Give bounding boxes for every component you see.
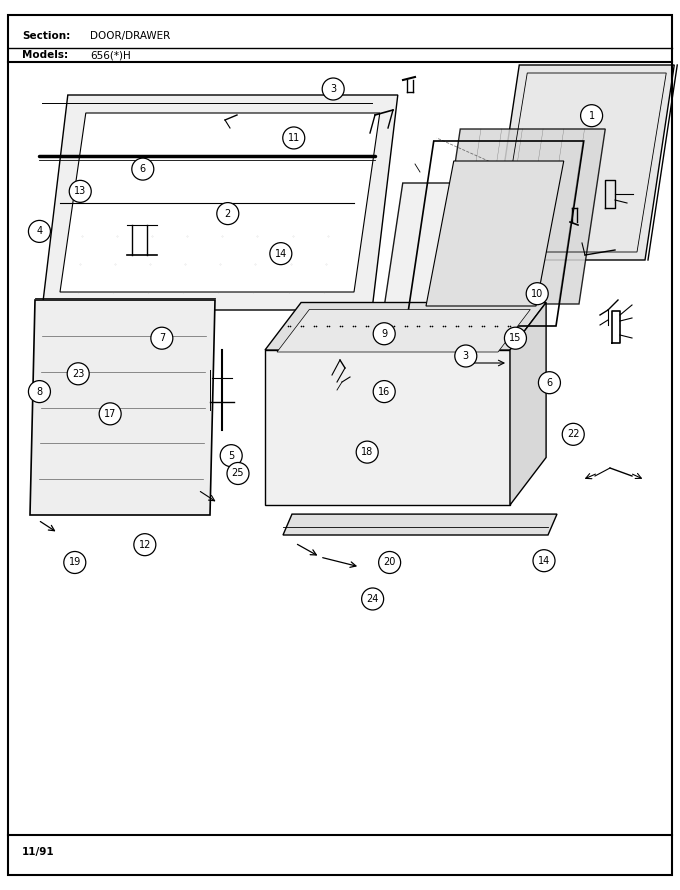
Text: 3: 3 (330, 84, 337, 94)
Circle shape (379, 552, 401, 573)
Text: 22: 22 (567, 429, 579, 440)
Polygon shape (426, 161, 564, 306)
Circle shape (581, 105, 602, 126)
Circle shape (217, 203, 239, 224)
Text: 13: 13 (74, 186, 86, 197)
Polygon shape (490, 65, 675, 260)
Text: Models:: Models: (22, 50, 68, 60)
Text: 656(*)H: 656(*)H (90, 50, 131, 60)
Text: 4: 4 (36, 226, 43, 237)
Circle shape (362, 588, 384, 610)
Text: 14: 14 (275, 248, 287, 259)
Circle shape (533, 550, 555, 571)
Text: 18: 18 (361, 447, 373, 457)
Circle shape (99, 403, 121, 425)
Text: 1: 1 (588, 110, 595, 121)
Text: 5: 5 (228, 450, 235, 461)
Text: Section:: Section: (22, 31, 70, 41)
Text: 25: 25 (232, 468, 244, 479)
Polygon shape (30, 300, 215, 515)
Circle shape (134, 534, 156, 555)
Text: 3: 3 (462, 351, 469, 361)
Polygon shape (510, 303, 546, 505)
Text: 14: 14 (538, 555, 550, 566)
Circle shape (373, 381, 395, 402)
Circle shape (29, 221, 50, 242)
Text: DOOR/DRAWER: DOOR/DRAWER (90, 31, 170, 41)
Text: 15: 15 (509, 333, 522, 344)
Text: 11/91: 11/91 (22, 847, 54, 857)
Polygon shape (60, 113, 380, 292)
Text: 2: 2 (224, 208, 231, 219)
Polygon shape (265, 303, 546, 350)
Polygon shape (265, 350, 510, 505)
Text: 8: 8 (36, 386, 43, 397)
Text: 10: 10 (531, 288, 543, 299)
Circle shape (322, 78, 344, 100)
Circle shape (67, 363, 89, 384)
Circle shape (455, 345, 477, 367)
Circle shape (132, 158, 154, 180)
Polygon shape (277, 310, 530, 352)
Text: 11: 11 (288, 133, 300, 143)
Text: 16: 16 (378, 386, 390, 397)
Circle shape (151, 328, 173, 349)
Circle shape (270, 243, 292, 264)
Text: 17: 17 (104, 409, 116, 419)
Circle shape (283, 127, 305, 149)
Circle shape (505, 328, 526, 349)
Polygon shape (42, 95, 398, 310)
Circle shape (69, 181, 91, 202)
Text: 9: 9 (381, 328, 388, 339)
Text: 6: 6 (139, 164, 146, 174)
Polygon shape (378, 183, 538, 348)
Text: 23: 23 (72, 368, 84, 379)
Circle shape (539, 372, 560, 393)
Polygon shape (283, 514, 557, 535)
Circle shape (356, 441, 378, 463)
Circle shape (562, 424, 584, 445)
Text: 24: 24 (367, 594, 379, 604)
Polygon shape (434, 129, 605, 304)
Circle shape (29, 381, 50, 402)
Text: 20: 20 (384, 557, 396, 568)
Text: 12: 12 (139, 539, 151, 550)
Text: 19: 19 (69, 557, 81, 568)
Circle shape (526, 283, 548, 304)
Circle shape (373, 323, 395, 344)
Text: 7: 7 (158, 333, 165, 344)
Circle shape (220, 445, 242, 466)
Circle shape (227, 463, 249, 484)
Circle shape (64, 552, 86, 573)
Text: 6: 6 (546, 377, 553, 388)
